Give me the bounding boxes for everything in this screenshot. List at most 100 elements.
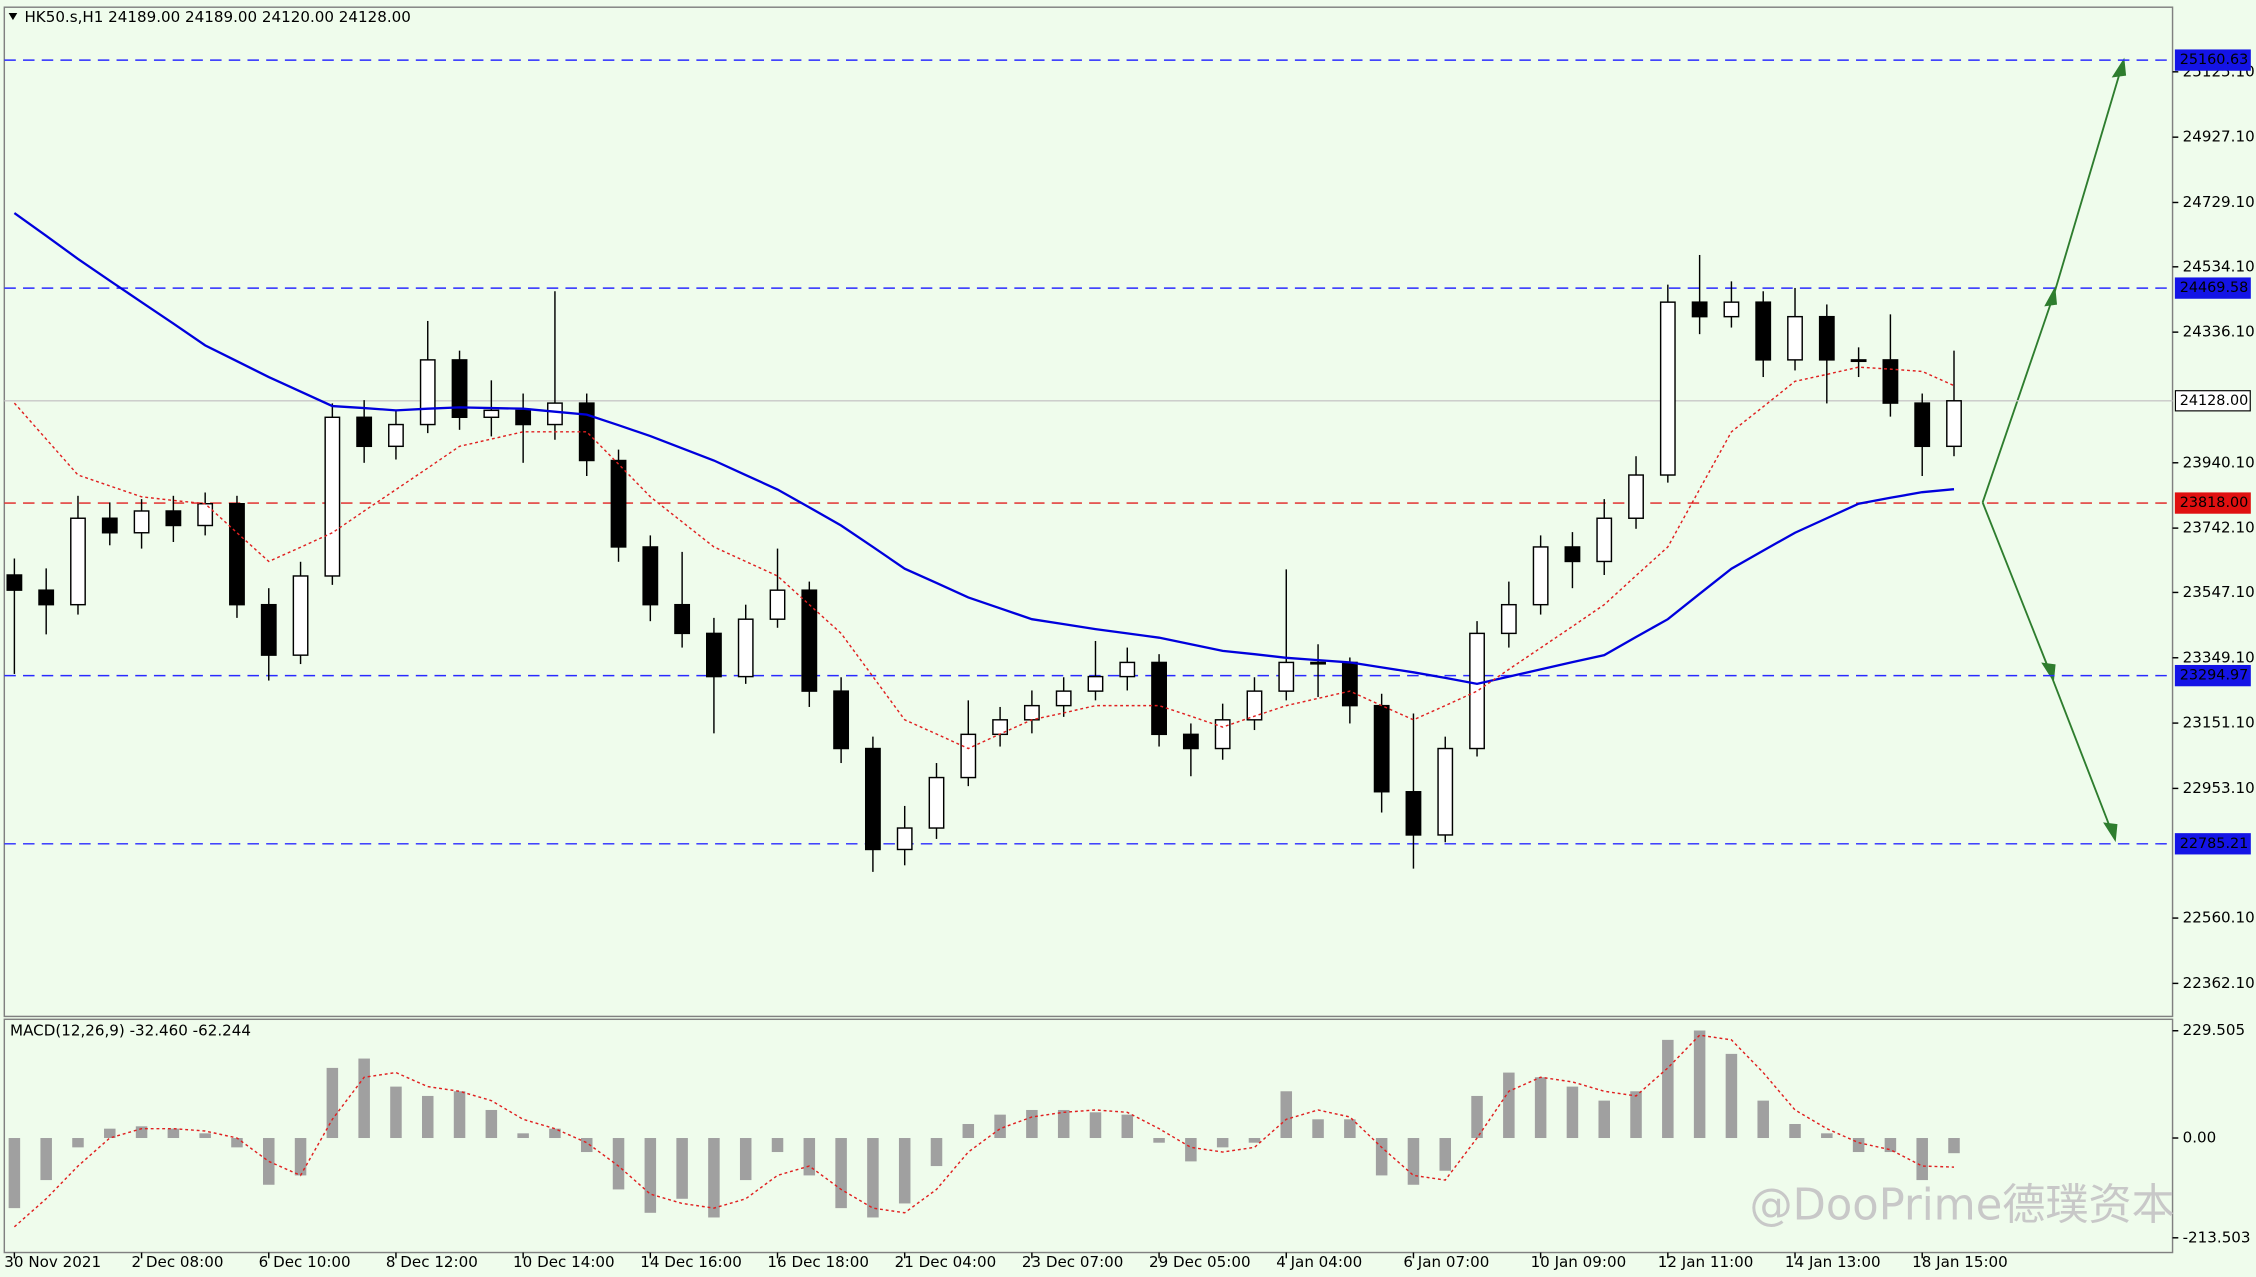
candle-body bbox=[133, 510, 150, 534]
x-tick-label: 14 Dec 16:00 bbox=[640, 1253, 742, 1271]
macd-bar bbox=[167, 1128, 180, 1139]
level-label: 23818.00 bbox=[2180, 495, 2249, 511]
macd-bar bbox=[8, 1138, 21, 1209]
macd-bar bbox=[676, 1138, 688, 1199]
candle-body bbox=[260, 603, 277, 656]
x-tick-label: 6 Jan 07:00 bbox=[1403, 1253, 1489, 1271]
macd-bar bbox=[1121, 1114, 1134, 1139]
macd-bar bbox=[1757, 1100, 1769, 1139]
chart-title: HK50.s,H1 24189.00 24189.00 24120.00 241… bbox=[24, 8, 410, 26]
candle-body bbox=[1818, 315, 1835, 361]
candle-body bbox=[324, 416, 341, 577]
candle-body bbox=[515, 409, 532, 426]
level-label: 24469.58 bbox=[2180, 280, 2249, 296]
macd-bar bbox=[1471, 1095, 1483, 1139]
candle-body bbox=[1500, 603, 1517, 635]
candle-body bbox=[1850, 359, 1867, 363]
macd-bar bbox=[1821, 1133, 1833, 1139]
macd-bar bbox=[1057, 1109, 1070, 1139]
y-tick-label: 23349.10 bbox=[2183, 648, 2255, 666]
candle-body bbox=[642, 546, 659, 606]
macd-bar bbox=[1185, 1138, 1197, 1162]
macd-bar bbox=[739, 1138, 752, 1181]
macd-bar bbox=[1089, 1112, 1102, 1139]
candle-body bbox=[833, 690, 850, 750]
candle-body bbox=[547, 402, 563, 426]
candle-body bbox=[928, 776, 945, 829]
macd-bar bbox=[263, 1138, 275, 1185]
level-box bbox=[2174, 49, 2251, 71]
macd-bar bbox=[390, 1086, 402, 1139]
macd-bar bbox=[326, 1067, 339, 1139]
macd-bar bbox=[1662, 1039, 1674, 1139]
candle-body bbox=[1310, 661, 1326, 665]
macd-bar bbox=[1216, 1138, 1229, 1148]
x-tick-label: 10 Dec 14:00 bbox=[513, 1253, 615, 1271]
macd-bar bbox=[453, 1091, 466, 1139]
macd-y-tick-label: 229.505 bbox=[2183, 1021, 2245, 1039]
candle-body bbox=[1564, 546, 1581, 563]
macd-bar bbox=[1948, 1138, 1960, 1154]
x-tick-label: 23 Dec 07:00 bbox=[1022, 1253, 1124, 1271]
candle-body bbox=[356, 416, 373, 448]
macd-y-tick-label: -213.503 bbox=[2183, 1228, 2251, 1246]
level-box bbox=[2174, 277, 2251, 299]
arrow-line bbox=[1981, 502, 2053, 677]
candle-body bbox=[674, 603, 691, 635]
y-tick-label: 24336.10 bbox=[2183, 323, 2255, 341]
y-tick-label: 23547.10 bbox=[2183, 583, 2255, 601]
candle-body bbox=[292, 575, 309, 656]
candle-body bbox=[1659, 301, 1676, 476]
macd-bar bbox=[485, 1109, 498, 1139]
macd-bar bbox=[835, 1138, 847, 1209]
macd-bar bbox=[104, 1128, 116, 1139]
level-label: 22785.21 bbox=[2180, 836, 2249, 852]
candle-body bbox=[1755, 301, 1772, 361]
moving-average bbox=[13, 212, 1955, 686]
macd-bar bbox=[1630, 1091, 1642, 1139]
macd-bar bbox=[867, 1138, 879, 1218]
y-tick-label: 22560.10 bbox=[2183, 909, 2255, 927]
candle-body bbox=[1246, 690, 1263, 721]
macd-bar bbox=[803, 1138, 816, 1176]
moving-average bbox=[13, 366, 1955, 750]
y-tick-label: 23151.10 bbox=[2183, 714, 2255, 732]
level-box bbox=[2174, 492, 2251, 514]
macd-bar bbox=[708, 1138, 720, 1218]
candle-body bbox=[801, 589, 818, 692]
x-tick-label: 10 Jan 09:00 bbox=[1531, 1253, 1627, 1271]
symbol-menu-icon[interactable] bbox=[8, 12, 18, 21]
candle-body bbox=[610, 459, 627, 548]
candle-body bbox=[578, 402, 595, 462]
y-tick-label: 22362.10 bbox=[2183, 974, 2255, 992]
candle-body bbox=[101, 517, 118, 534]
macd-bar bbox=[517, 1133, 529, 1139]
macd-bar bbox=[1789, 1123, 1801, 1139]
macd-bar bbox=[40, 1138, 52, 1181]
macd-bar bbox=[580, 1138, 593, 1153]
macd-bar bbox=[994, 1114, 1006, 1139]
arrow-head bbox=[2111, 57, 2127, 78]
candle-body bbox=[1596, 517, 1613, 563]
macd-bar bbox=[135, 1126, 148, 1139]
candle-body bbox=[1914, 402, 1931, 448]
candle-body bbox=[1946, 400, 1962, 448]
macd-bar bbox=[1439, 1138, 1452, 1171]
candle-body bbox=[388, 423, 404, 448]
candle-body bbox=[1628, 474, 1644, 519]
x-tick-label: 16 Dec 18:00 bbox=[767, 1253, 869, 1271]
arrow-line bbox=[2053, 64, 2124, 293]
candle-body bbox=[197, 503, 214, 527]
macd-bar bbox=[231, 1138, 243, 1148]
macd-bar bbox=[1026, 1109, 1038, 1139]
y-tick-label: 24927.10 bbox=[2183, 128, 2255, 146]
candle-body bbox=[419, 359, 436, 426]
candle-body bbox=[896, 827, 913, 851]
y-tick-label: 23742.10 bbox=[2183, 519, 2255, 537]
x-tick-label: 12 Jan 11:00 bbox=[1658, 1253, 1754, 1271]
y-tick-label: 24729.10 bbox=[2183, 193, 2255, 211]
candle-body bbox=[769, 589, 786, 620]
y-tick-label: 22953.10 bbox=[2183, 779, 2255, 797]
candle-body bbox=[1023, 704, 1040, 721]
level-label: 24128.00 bbox=[2180, 393, 2249, 409]
